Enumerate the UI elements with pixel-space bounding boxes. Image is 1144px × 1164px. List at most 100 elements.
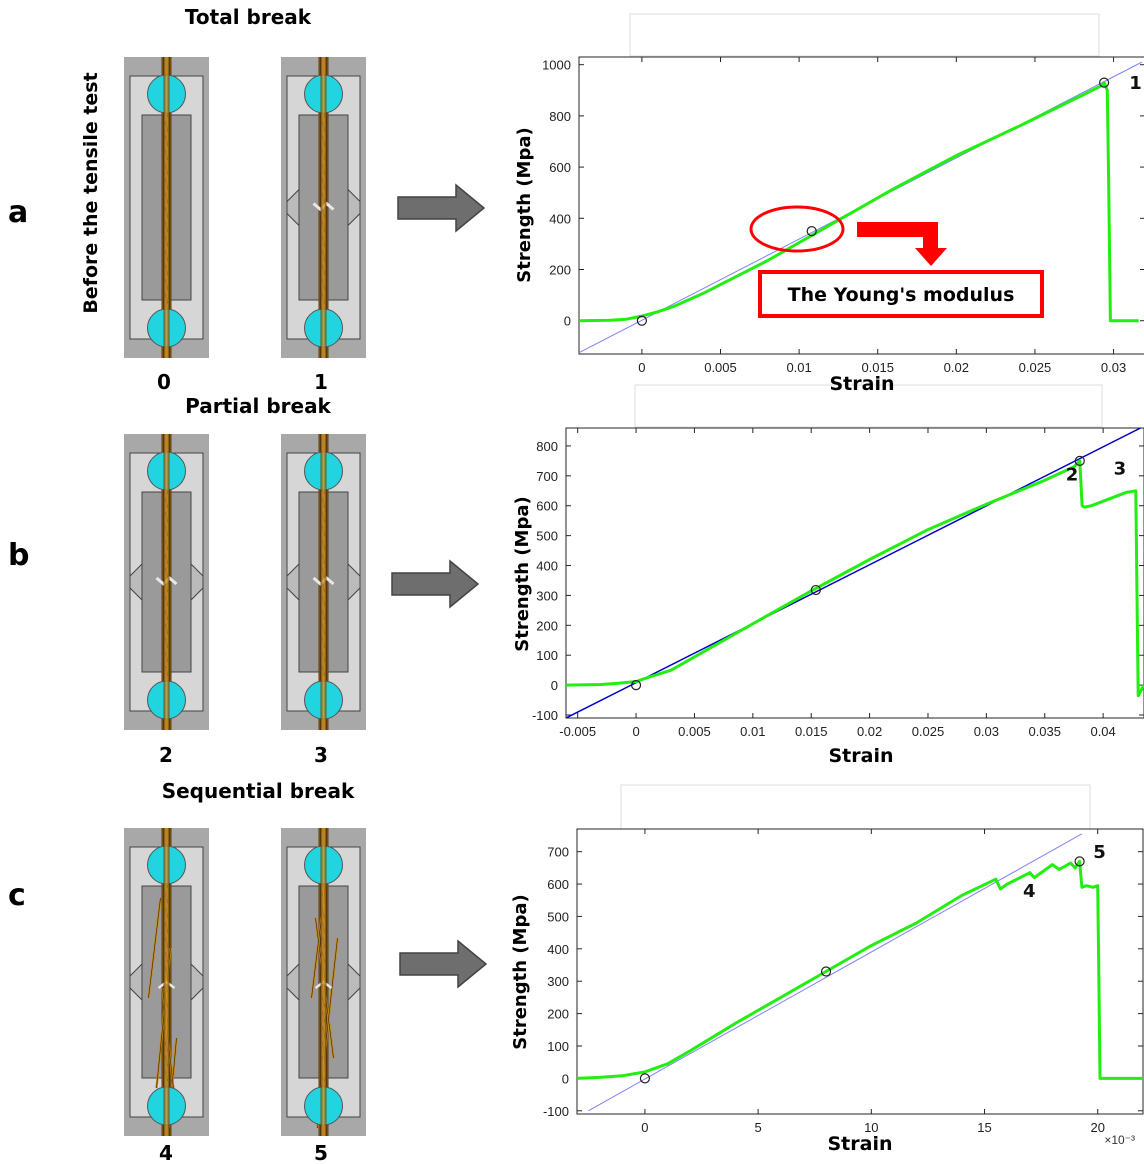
data-marker (806, 226, 817, 237)
chart-title-box (634, 384, 1103, 428)
specimen-label-0: 0 (157, 370, 171, 394)
data-marker (1099, 77, 1110, 88)
y-axis-label: Strength (Mpa) (514, 127, 535, 282)
specimen-label-5: 5 (314, 1141, 328, 1164)
y-tick-label: 500 (536, 529, 558, 544)
point-label: 3 (1114, 458, 1127, 479)
x-tick-label: 5 (755, 1120, 762, 1135)
y-tick-label: -100 (543, 1104, 569, 1119)
x-tick-label: 0.01 (786, 360, 811, 375)
panel-title-b: Partial break (185, 394, 331, 418)
x-tick-label: 0.035 (1028, 724, 1061, 739)
x-tick-label: 0.005 (678, 724, 711, 739)
y-tick-label: 800 (549, 109, 571, 124)
arrow-icon (391, 559, 480, 609)
data-marker (639, 1073, 651, 1084)
y-tick-label: 0 (564, 314, 571, 329)
panel-letter-b: b (8, 538, 29, 573)
x-tick-label: 10 (864, 1120, 878, 1135)
x-tick-label: 0.02 (944, 360, 969, 375)
y-tick-label: 400 (547, 942, 569, 957)
y-tick-label: 1000 (542, 58, 571, 73)
fiber-overlay (320, 434, 327, 730)
y-tick-label: 600 (547, 877, 569, 892)
specimen-label-4: 4 (159, 1141, 173, 1164)
x-scale-label: ×10⁻³ (1104, 1133, 1135, 1147)
series-line (566, 459, 1144, 698)
data-marker (1074, 856, 1085, 867)
chart-a: 0 0.005 0.01 0.015 0.02 0.025 0.03 0 200 400 600 80… (514, 56, 1144, 395)
panel-title-a: Total break (185, 5, 312, 29)
x-tick-label: 0.015 (795, 724, 828, 739)
fit-line (588, 833, 1083, 1112)
y-tick-label: 200 (547, 1007, 569, 1022)
x-tick-label: 0.04 (1090, 724, 1115, 739)
x-tick-label: 0 (632, 724, 639, 739)
x-tick-label: 0.015 (861, 360, 894, 375)
y-tick-label: 700 (547, 845, 569, 860)
y-tick-label: 400 (549, 211, 571, 226)
y-tick-label: 300 (547, 974, 569, 989)
specimen-group (124, 57, 366, 1136)
y-axis-label: Strength (Mpa) (512, 496, 533, 651)
annotation-box (758, 270, 1044, 318)
chart-c: 0 5 10 15 20 -100 0 100 200 300 400 500 600 700 4 5 Stra… (510, 828, 1144, 1155)
y-tick-label: 800 (536, 439, 558, 454)
y-axis-label: Strength (Mpa) (510, 894, 531, 1049)
x-tick-label: 0.025 (1019, 360, 1052, 375)
x-tick-label: 15 (977, 1120, 991, 1135)
specimen (281, 434, 366, 730)
y-tick-label: 600 (536, 499, 558, 514)
point-label: 4 (1023, 881, 1036, 902)
x-axis-label: Strain (830, 373, 895, 395)
panel-title-c: Sequential break (162, 779, 355, 803)
specimen-label-3: 3 (314, 743, 328, 767)
broken-fiber-edge (327, 937, 338, 1029)
panel-letter-a: a (8, 195, 28, 230)
specimen (281, 57, 366, 358)
y-tick-label: -100 (532, 708, 558, 723)
chart-title-box (620, 784, 1091, 830)
side-label: Before the tensile test (80, 72, 102, 313)
annotation-text: The Young's modulus (788, 284, 1015, 306)
data-marker (636, 315, 647, 326)
specimen (124, 57, 209, 358)
x-tick-label: 0 (638, 360, 645, 375)
y-tick-label: 100 (536, 648, 558, 663)
data-marker (810, 584, 821, 596)
panel-letter-c: c (8, 878, 26, 913)
y-tick-label: 0 (551, 678, 558, 693)
data-marker (630, 680, 642, 691)
data-marker (1074, 455, 1085, 466)
y-tick-label: 300 (536, 588, 558, 603)
specimen (124, 828, 209, 1136)
young-modulus-annotation: The Young's modulus (749, 205, 1044, 318)
x-tick-label: 0.01 (740, 724, 765, 739)
broken-fiber-edge (148, 897, 161, 999)
y-tick-label: 200 (536, 618, 558, 633)
plot-area (576, 828, 1144, 1115)
y-tick-label: 400 (536, 559, 558, 574)
fiber-overlay (320, 57, 327, 358)
x-tick-label: 0.03 (974, 724, 999, 739)
x-tick-label: 0.025 (912, 724, 945, 739)
arrow-icon (399, 939, 488, 989)
specimen (281, 828, 366, 1136)
fit-line (566, 428, 1141, 718)
highlight-ellipse (749, 205, 845, 253)
y-tick-label: 0 (562, 1071, 569, 1086)
point-label: 2 (1066, 464, 1079, 485)
fiber-overlay (163, 57, 170, 358)
fiber-overlay (163, 434, 170, 730)
point-label: 5 (1093, 842, 1106, 863)
x-tick-label: 0.03 (1101, 360, 1126, 375)
x-tick-label: 0.02 (857, 724, 882, 739)
x-axis-label: Strain (829, 745, 894, 767)
y-tick-label: 100 (547, 1039, 569, 1054)
x-tick-label: -0.005 (559, 724, 596, 739)
chart-b: -0.005 0 0.005 0.01 0.015 0.02 0.025 0.03 0.035 0… (512, 427, 1144, 767)
x-tick-label: 0.005 (704, 360, 737, 375)
fiber-overlay (320, 828, 327, 1136)
specimen-label-2: 2 (159, 743, 173, 767)
